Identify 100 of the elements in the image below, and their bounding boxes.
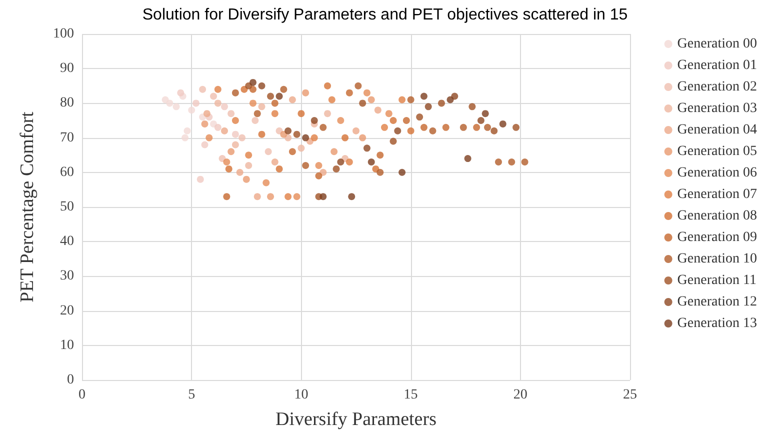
x-tick-label: 10 xyxy=(294,388,308,402)
point xyxy=(464,155,472,162)
point xyxy=(249,86,256,93)
legend-label: Generation 07 xyxy=(677,187,758,202)
point xyxy=(302,89,310,96)
point xyxy=(390,138,397,145)
point xyxy=(302,134,310,142)
point xyxy=(254,110,261,118)
legend-label: Generation 08 xyxy=(677,208,758,224)
legend-label: Generation 03 xyxy=(677,101,758,116)
point xyxy=(203,110,210,118)
legend-label: Generation 13 xyxy=(677,316,758,331)
y-tick-label: 60 xyxy=(60,164,74,180)
y-tick-label: 40 xyxy=(60,234,74,250)
point xyxy=(348,193,356,200)
x-axis-title: Diversify Parameters xyxy=(276,409,436,430)
point xyxy=(521,158,528,166)
point xyxy=(220,127,228,134)
point xyxy=(508,158,516,166)
point xyxy=(232,89,239,96)
point xyxy=(460,124,467,131)
point xyxy=(359,134,366,142)
point xyxy=(490,127,498,134)
y-axis-title: PET Percentage Comfort xyxy=(17,110,38,302)
legend-label: Generation 04 xyxy=(677,122,758,138)
point xyxy=(346,158,353,166)
point xyxy=(236,168,244,176)
y-tick-label: 80 xyxy=(60,96,74,111)
chart-title: Solution for Diversify Parameters and PET objectives scattered in 15 xyxy=(142,6,628,24)
point xyxy=(245,162,252,169)
point xyxy=(342,134,349,142)
point xyxy=(429,127,436,134)
point xyxy=(438,100,445,107)
y-tick-label: 50 xyxy=(60,200,74,214)
point xyxy=(394,127,402,134)
point xyxy=(166,100,174,107)
point xyxy=(249,100,256,107)
point xyxy=(199,86,206,93)
legend-label: Generation 12 xyxy=(677,294,758,310)
point xyxy=(376,152,384,159)
point xyxy=(172,103,180,110)
point xyxy=(320,193,327,200)
point xyxy=(298,110,305,118)
point xyxy=(473,124,480,131)
legend-label: Generation 02 xyxy=(677,80,758,94)
point xyxy=(267,92,274,100)
point xyxy=(324,110,332,118)
point xyxy=(302,162,310,169)
point xyxy=(346,89,353,96)
point xyxy=(254,193,261,200)
x-tick-label: 20 xyxy=(513,388,528,402)
point xyxy=(407,127,414,134)
point xyxy=(284,193,292,200)
point xyxy=(214,86,222,93)
point xyxy=(276,165,283,172)
x-tick-label: 5 xyxy=(188,388,196,402)
point xyxy=(420,92,428,100)
point xyxy=(220,103,228,110)
point xyxy=(223,158,230,166)
point xyxy=(214,124,222,131)
point xyxy=(390,117,397,124)
point xyxy=(494,158,502,166)
point xyxy=(293,130,300,138)
point xyxy=(258,82,266,90)
point xyxy=(374,106,382,114)
point xyxy=(442,124,450,131)
point xyxy=(196,176,204,183)
point xyxy=(288,148,296,156)
point xyxy=(245,82,252,90)
point xyxy=(184,127,191,134)
y-tick-label: 20 xyxy=(60,303,74,318)
point xyxy=(252,117,259,124)
legend-label: Generation 10 xyxy=(677,252,758,266)
point xyxy=(320,124,327,131)
point xyxy=(330,148,338,156)
point xyxy=(271,110,278,118)
point xyxy=(214,100,222,107)
y-tick-label: 10 xyxy=(60,338,74,353)
point xyxy=(337,117,344,124)
point xyxy=(238,134,246,142)
point xyxy=(232,130,239,138)
point xyxy=(225,165,232,172)
y-tick-label: 70 xyxy=(60,130,74,146)
point xyxy=(368,96,375,104)
point xyxy=(372,165,380,172)
point xyxy=(264,148,272,156)
point xyxy=(446,96,454,104)
point xyxy=(484,124,492,131)
y-tick-label: 30 xyxy=(60,268,74,284)
legend-label: Generation 11 xyxy=(677,273,756,288)
point xyxy=(280,86,288,93)
point xyxy=(420,124,428,131)
point xyxy=(262,179,270,186)
point xyxy=(192,100,200,107)
point xyxy=(398,168,406,176)
point xyxy=(284,134,292,142)
point xyxy=(416,114,424,121)
point xyxy=(201,120,208,128)
point xyxy=(363,144,370,152)
y-tick-label: 0 xyxy=(67,372,74,388)
